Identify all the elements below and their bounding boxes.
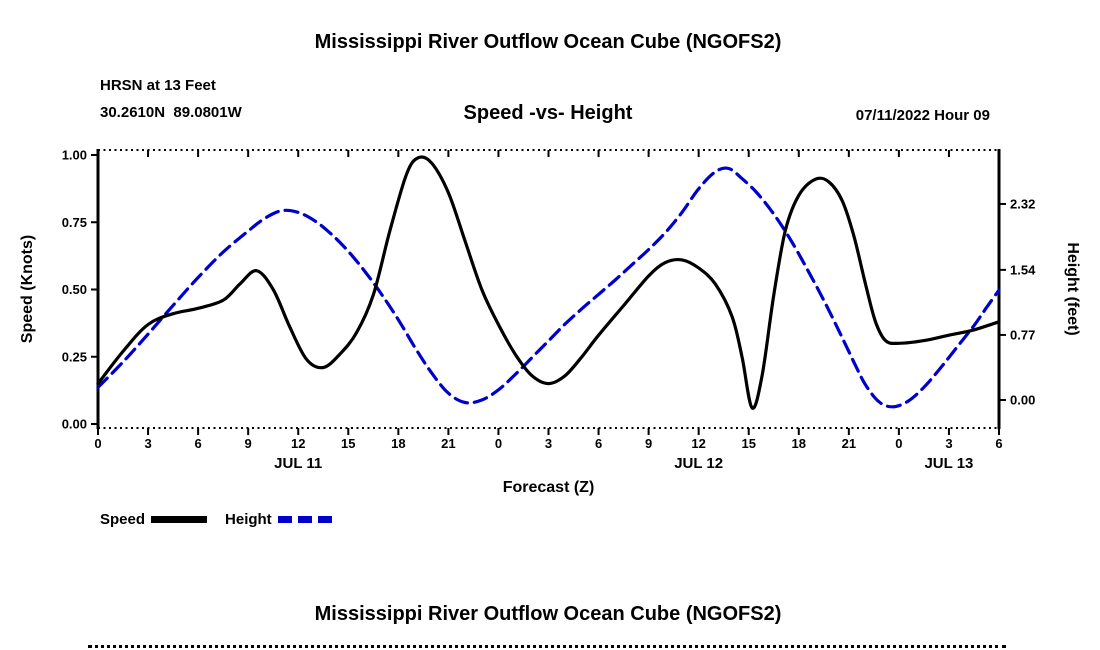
coordinates-label: 30.2610N 89.0801W [100,104,242,121]
legend-height-swatch [277,516,334,523]
svg-text:2.32: 2.32 [1010,196,1035,211]
svg-text:1.00: 1.00 [62,148,87,163]
svg-text:3: 3 [945,436,952,451]
chart-legend: Speed Height [100,511,334,528]
chart-title-top: Mississippi River Outflow Ocean Cube (NG… [314,31,782,53]
svg-text:0: 0 [495,436,502,451]
datetime-label: 07/11/2022 Hour 09 [855,107,990,124]
svg-text:18: 18 [792,436,806,451]
svg-text:0.00: 0.00 [1010,393,1035,408]
svg-text:18: 18 [391,436,405,451]
svg-text:6: 6 [995,436,1002,451]
legend-speed-label: Speed [100,511,146,528]
next-chart-top-border [88,645,1006,648]
svg-text:0.75: 0.75 [62,215,87,230]
svg-text:6: 6 [595,436,602,451]
svg-text:JUL 13: JUL 13 [924,455,973,472]
svg-text:12: 12 [691,436,705,451]
svg-text:JUL 11: JUL 11 [274,455,322,472]
chart-subtitle: Speed -vs- Height [463,102,633,124]
svg-text:0.25: 0.25 [62,349,87,364]
svg-text:15: 15 [741,436,755,451]
svg-text:1.54: 1.54 [1010,262,1036,277]
legend-height-label: Height [225,511,272,528]
svg-text:Forecast (Z): Forecast (Z) [503,479,595,496]
svg-text:12: 12 [291,436,305,451]
svg-text:6: 6 [194,436,201,451]
svg-text:Height (feet): Height (feet) [1064,242,1081,335]
svg-text:0.77: 0.77 [1010,327,1035,342]
svg-text:0.50: 0.50 [62,282,87,297]
svg-text:9: 9 [245,436,252,451]
svg-text:JUL 12: JUL 12 [674,455,723,472]
station-label: HRSN at 13 Feet [100,77,216,94]
svg-text:3: 3 [545,436,552,451]
svg-text:Speed (Knots): Speed (Knots) [19,235,36,343]
svg-text:0: 0 [94,436,101,451]
svg-text:21: 21 [441,436,455,451]
svg-text:0.00: 0.00 [62,417,87,432]
svg-text:15: 15 [341,436,355,451]
svg-text:9: 9 [645,436,652,451]
svg-text:21: 21 [842,436,856,451]
legend-speed-swatch [151,516,208,523]
svg-text:0: 0 [895,436,902,451]
svg-text:3: 3 [144,436,151,451]
chart-title-bottom: Mississippi River Outflow Ocean Cube (NG… [314,603,782,625]
